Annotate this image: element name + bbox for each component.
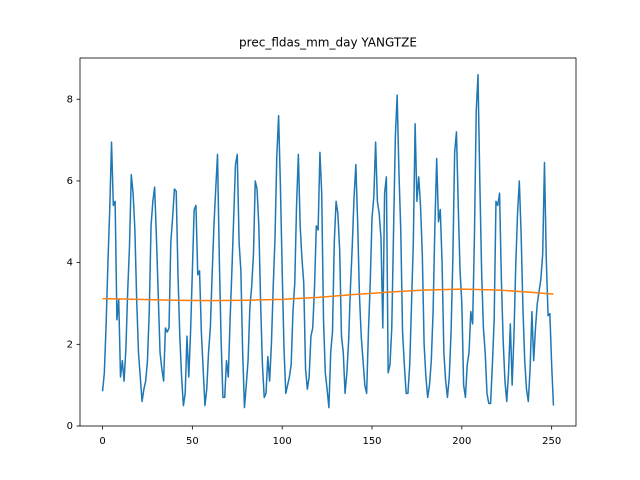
x-tick-label: 0 bbox=[99, 436, 105, 447]
y-tick-label: 8 bbox=[67, 94, 73, 105]
y-tick-label: 2 bbox=[67, 339, 73, 350]
x-tick-label: 50 bbox=[186, 436, 199, 447]
y-tick-label: 6 bbox=[67, 176, 73, 187]
plot-frame bbox=[79, 57, 577, 427]
data-line bbox=[102, 288, 554, 302]
y-tick-label: 0 bbox=[67, 421, 73, 432]
x-tick-label: 100 bbox=[273, 436, 292, 447]
x-tick-label: 250 bbox=[542, 436, 561, 447]
chart-title: prec_fldas_mm_day YANGTZE bbox=[239, 36, 417, 50]
x-tick-label: 200 bbox=[452, 436, 471, 447]
y-tick-label: 4 bbox=[67, 258, 73, 269]
data-line bbox=[101, 74, 555, 409]
x-tick-label: 150 bbox=[362, 436, 381, 447]
